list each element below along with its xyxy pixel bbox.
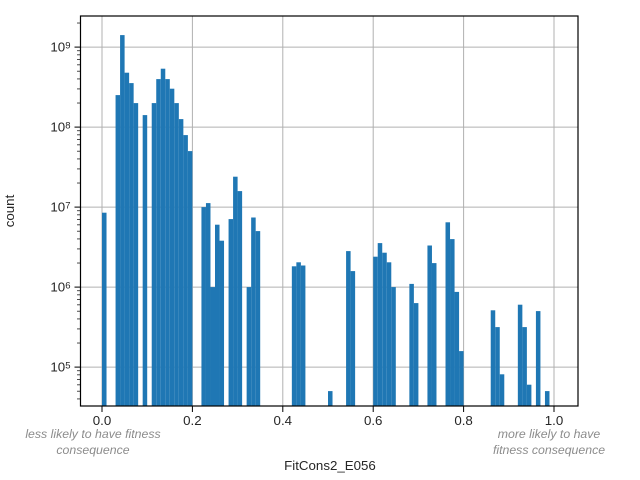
svg-text:1.0: 1.0 [545, 413, 564, 428]
svg-text:less likely to have fitness: less likely to have fitness [25, 427, 160, 441]
svg-text:0.4: 0.4 [274, 413, 293, 428]
svg-text:fitness consequence: fitness consequence [493, 443, 605, 457]
svg-text:more likely to have: more likely to have [498, 427, 601, 441]
svg-text:106: 106 [50, 280, 70, 295]
svg-text:0.0: 0.0 [93, 413, 112, 428]
svg-text:105: 105 [50, 360, 70, 375]
svg-text:count: count [2, 194, 17, 227]
svg-text:0.2: 0.2 [183, 413, 202, 428]
svg-text:107: 107 [50, 200, 70, 215]
svg-text:FitCons2_E056: FitCons2_E056 [284, 458, 376, 473]
svg-text:109: 109 [50, 40, 70, 55]
svg-text:consequence: consequence [56, 443, 129, 457]
svg-text:108: 108 [50, 120, 70, 135]
svg-text:0.8: 0.8 [454, 413, 473, 428]
svg-text:0.6: 0.6 [364, 413, 383, 428]
